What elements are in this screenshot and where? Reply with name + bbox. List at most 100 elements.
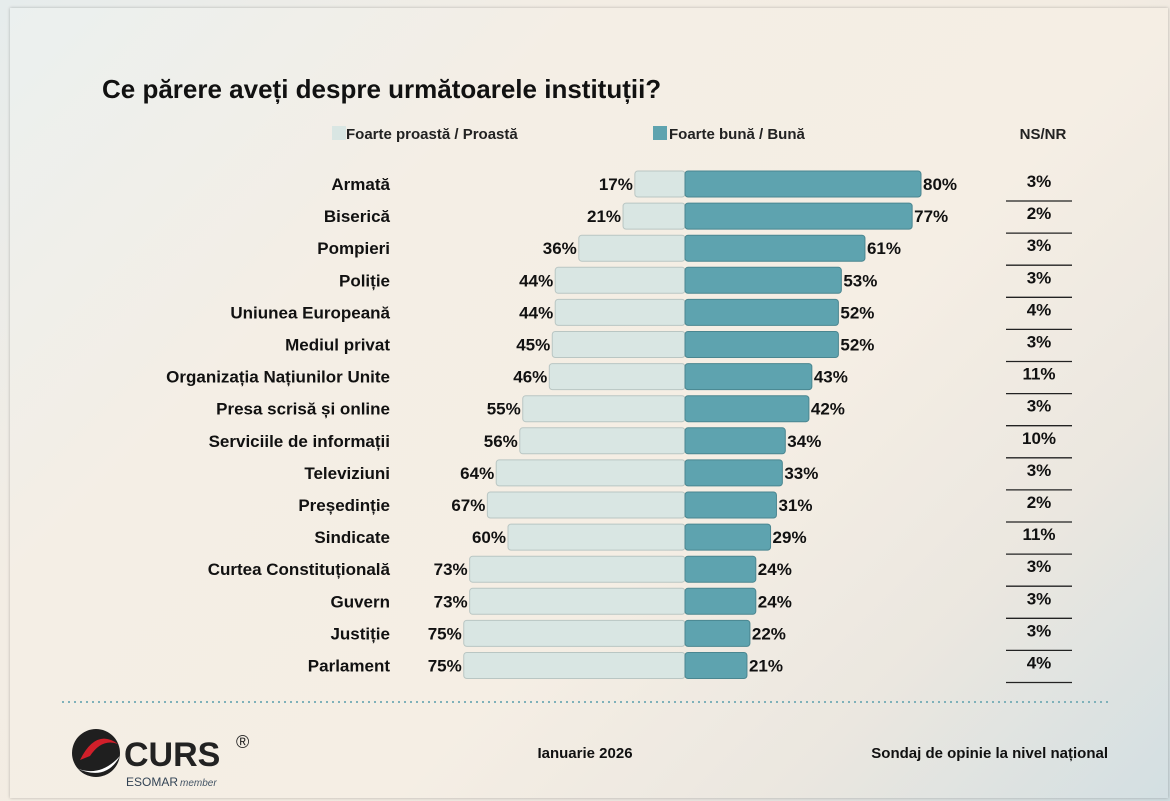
value-label-nsnr: 11% bbox=[1022, 525, 1055, 544]
value-label-positive: 52% bbox=[840, 336, 874, 355]
bar-negative bbox=[634, 170, 686, 198]
value-label-negative: 56% bbox=[484, 432, 518, 451]
category-label: Parlament bbox=[308, 657, 391, 676]
value-label-positive: 24% bbox=[758, 592, 792, 611]
bar-positive bbox=[684, 298, 839, 326]
value-label-negative: 75% bbox=[428, 624, 462, 643]
value-label-negative: 36% bbox=[543, 239, 577, 258]
value-label-nsnr: 10% bbox=[1022, 429, 1056, 448]
bar-positive bbox=[684, 619, 751, 647]
value-label-nsnr: 3% bbox=[1027, 621, 1052, 640]
category-label: Poliție bbox=[339, 271, 390, 290]
value-label-nsnr: 3% bbox=[1027, 333, 1052, 352]
bar-positive bbox=[684, 459, 783, 487]
logo-mark-circle bbox=[72, 729, 120, 777]
value-label-positive: 52% bbox=[840, 303, 874, 322]
value-label-nsnr: 3% bbox=[1027, 589, 1052, 608]
bar-negative bbox=[486, 491, 686, 519]
category-label: Televiziuni bbox=[304, 464, 390, 483]
value-label-negative: 67% bbox=[451, 496, 485, 515]
logo-registered: ® bbox=[236, 732, 249, 752]
value-label-nsnr: 3% bbox=[1027, 268, 1052, 287]
diverging-bar-chart: Ce părere aveți despre următoarele insti… bbox=[62, 74, 1108, 789]
logo-text: CURS bbox=[124, 736, 220, 774]
category-label: Sindicate bbox=[314, 528, 390, 547]
value-label-positive: 22% bbox=[752, 624, 786, 643]
slide: Ce părere aveți despre următoarele insti… bbox=[10, 8, 1168, 798]
value-label-positive: 80% bbox=[923, 175, 957, 194]
bar-positive bbox=[684, 266, 842, 294]
value-label-negative: 64% bbox=[460, 464, 494, 483]
logo-mark-highlight bbox=[76, 756, 120, 773]
footer-date: Ianuarie 2026 bbox=[537, 745, 632, 762]
bar-positive bbox=[684, 234, 866, 262]
category-label: Curtea Constituțională bbox=[208, 560, 391, 579]
value-label-negative: 73% bbox=[434, 592, 468, 611]
value-label-positive: 53% bbox=[843, 271, 877, 290]
value-label-positive: 77% bbox=[914, 207, 948, 226]
curs-logo: CURS ® ESOMAR member bbox=[72, 729, 249, 789]
category-label: Serviciile de informații bbox=[209, 432, 390, 451]
value-label-positive: 21% bbox=[749, 657, 783, 676]
value-label-positive: 34% bbox=[787, 432, 821, 451]
value-label-positive: 61% bbox=[867, 239, 901, 258]
value-label-positive: 24% bbox=[758, 560, 792, 579]
bar-negative bbox=[507, 523, 686, 551]
member-label: member bbox=[180, 778, 217, 789]
value-label-nsnr: 3% bbox=[1027, 172, 1052, 191]
bar-negative bbox=[622, 202, 686, 230]
bar-positive bbox=[684, 427, 786, 455]
bar-negative bbox=[554, 298, 686, 326]
bar-positive bbox=[684, 587, 757, 615]
category-label: Mediul privat bbox=[285, 336, 390, 355]
esomar-label: ESOMAR bbox=[126, 775, 178, 789]
value-label-positive: 33% bbox=[784, 464, 818, 483]
bar-positive bbox=[684, 491, 777, 519]
bar-positive bbox=[684, 363, 813, 391]
bar-negative bbox=[469, 587, 686, 615]
value-label-negative: 45% bbox=[516, 336, 550, 355]
bar-negative bbox=[463, 652, 686, 679]
category-label: Biserică bbox=[324, 207, 391, 226]
value-label-negative: 21% bbox=[587, 207, 621, 226]
bar-negative bbox=[578, 234, 686, 262]
value-label-nsnr: 3% bbox=[1027, 461, 1052, 480]
value-label-negative: 44% bbox=[519, 271, 553, 290]
bar-positive bbox=[684, 555, 757, 583]
legend-label-nsnr: NS/NR bbox=[1020, 126, 1067, 143]
value-label-negative: 55% bbox=[487, 400, 521, 419]
bar-positive bbox=[684, 523, 772, 551]
value-label-nsnr: 3% bbox=[1027, 557, 1052, 576]
bar-negative bbox=[548, 363, 686, 391]
category-label: Organizația Națiunilor Unite bbox=[166, 368, 390, 387]
category-label: Guvern bbox=[330, 592, 390, 611]
value-label-negative: 75% bbox=[428, 657, 462, 676]
value-label-positive: 43% bbox=[814, 368, 848, 387]
category-label: Armată bbox=[331, 175, 390, 194]
chart-title: Ce părere aveți despre următoarele insti… bbox=[102, 74, 661, 104]
bars-group: Armată 17% 80% 3% Biserică 21% 77% 2% Pompieri 36… bbox=[166, 170, 1072, 684]
category-label: Uniunea Europeană bbox=[230, 303, 390, 322]
legend-label-positive: Foarte bună / Bună bbox=[669, 126, 806, 143]
bar-negative bbox=[463, 619, 686, 647]
bar-negative bbox=[469, 555, 686, 583]
bar-negative bbox=[554, 266, 686, 294]
value-label-negative: 73% bbox=[434, 560, 468, 579]
bar-positive bbox=[684, 395, 810, 423]
value-label-nsnr: 3% bbox=[1027, 397, 1052, 416]
bar-positive bbox=[684, 331, 839, 358]
value-label-negative: 46% bbox=[513, 368, 547, 387]
category-label: Presa scrisă și online bbox=[216, 400, 390, 419]
value-label-negative: 60% bbox=[472, 528, 506, 547]
bar-negative bbox=[519, 427, 686, 455]
legend-label-negative: Foarte proastă / Proastă bbox=[346, 126, 518, 143]
footer-caption: Sondaj de opinie la nivel național bbox=[871, 745, 1108, 762]
category-label: Pompieri bbox=[317, 239, 390, 258]
value-label-positive: 31% bbox=[778, 496, 812, 515]
value-label-nsnr: 11% bbox=[1022, 365, 1055, 384]
bar-positive bbox=[684, 652, 748, 679]
value-label-positive: 42% bbox=[811, 400, 845, 419]
bar-negative bbox=[522, 395, 686, 423]
value-label-nsnr: 2% bbox=[1027, 204, 1052, 223]
value-label-positive: 29% bbox=[773, 528, 807, 547]
